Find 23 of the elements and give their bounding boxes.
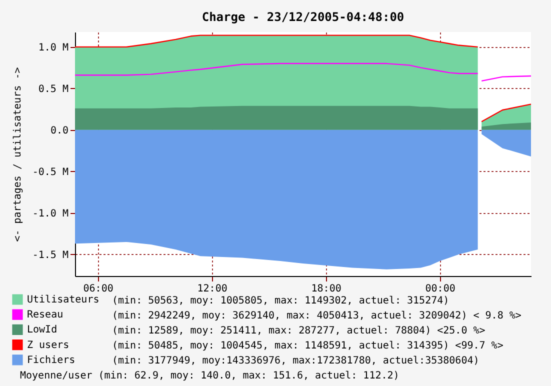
- x-tick-label: 12:00: [197, 284, 228, 294]
- text: (min: 50485, moy: 1004545, max: 1148591, actuel: 314395) <99.7 %>: [112, 340, 504, 352]
- legend-label: Utilisateurs: [27, 294, 100, 306]
- legend-label: Reseau: [27, 310, 64, 321]
- y-tick-label: -1.0 M: [32, 208, 68, 220]
- text: (min: 12589, moy: 251411, max: 287277, actuel: 78804) <25.0 %>: [112, 326, 486, 336]
- x-tick-label: 00:00: [425, 284, 456, 294]
- text: Moyenne/user (min: 62.9, moy: 140.0, max: 151.6, actuel: 112.2): [20, 370, 400, 382]
- y-tick-label: 0.5 M: [38, 84, 68, 95]
- text: (min: 3177949, moy:143336976, max:172381780, actuel:35380604): [112, 356, 480, 366]
- y-tick-label: -1.5 M: [32, 250, 68, 261]
- y-tick-label: -0.5 M: [32, 166, 68, 178]
- y-axis-title: <- partages / utilisateurs ->: [12, 67, 24, 242]
- text: (min: 2942249, moy: 3629140, max: 4050413, actuel: 3209042) < 9.8 %>: [112, 310, 522, 322]
- legend-label: LowId: [27, 324, 58, 336]
- chart-title: Charge - 23/12/2005-04:48:00: [202, 10, 404, 24]
- x-tick-label: 18:00: [311, 284, 342, 294]
- y-tick-label: 1.0 M: [38, 42, 68, 54]
- text: (min: 50563, moy: 1005805, max: 1149302, actuel: 315274): [112, 296, 450, 306]
- legend-label: Fichiers: [27, 354, 76, 366]
- y-tick-label: 0.0: [50, 125, 68, 136]
- legend-label: Z users: [27, 340, 70, 351]
- x-tick-label: 06:00: [83, 284, 114, 294]
